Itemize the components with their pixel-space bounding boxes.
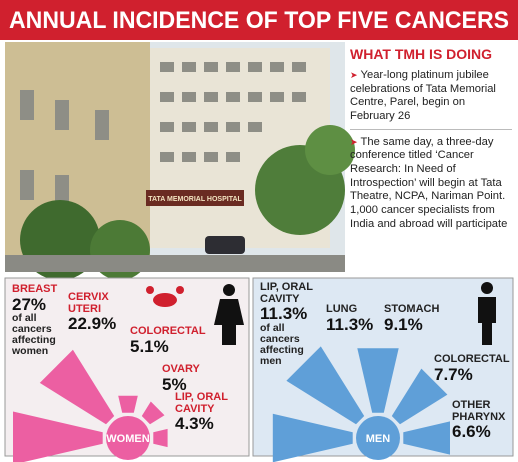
value-label: 5.1%	[130, 336, 169, 356]
ray	[13, 411, 103, 462]
title-banner	[0, 0, 518, 40]
note: of all cancers affecting women	[12, 312, 56, 358]
category-label: OTHER PHARYNX 6.6%	[452, 399, 512, 442]
value-label: 11.3%	[326, 314, 374, 334]
value-label: 7.7%	[434, 364, 473, 384]
category-label: CERVIX UTERI 22.9%	[68, 291, 128, 334]
ray	[272, 413, 353, 462]
category-name: LUNG	[326, 303, 358, 315]
center-disc	[106, 416, 150, 460]
sidebar-item: ➤ The same day, a three-day conference ti…	[350, 135, 508, 230]
category-label: COLORECTAL 7.7%	[434, 353, 514, 384]
category-name: CERVIX UTERI	[68, 291, 109, 315]
value-label: 22.9%	[68, 314, 117, 334]
value-label: 6.6%	[452, 422, 491, 442]
title: ANNUAL INCIDENCE OF TOP FIVE CANCERS	[9, 7, 509, 34]
category-name: LIP, ORAL CAVITY	[260, 281, 313, 305]
category-name: OVARY	[162, 363, 200, 375]
ray	[403, 421, 450, 455]
ray	[153, 428, 168, 448]
sidebar-heading: WHAT TMH IS DOING	[350, 46, 493, 62]
value-label: 11.3%	[260, 304, 308, 324]
category-label: BREAST 27% of all cancers affecting women	[12, 283, 72, 358]
photo-sign: TATA MEMORIAL HOSPITAL	[148, 196, 242, 203]
center-label: WOMEN	[106, 433, 149, 445]
category-label: LIP, ORAL CAVITY 4.3%	[175, 391, 250, 434]
center-disc	[356, 416, 400, 460]
category-name: BREAST	[12, 283, 58, 295]
ray	[141, 401, 165, 425]
sidebar: WHAT TMH IS DOING ➤ Year-long platinum ju…	[350, 46, 512, 242]
crab-icon	[146, 286, 184, 307]
category-name: OTHER PHARYNX	[452, 399, 506, 423]
value-label: 4.3%	[175, 414, 214, 434]
man-icon	[478, 282, 496, 345]
value-label: 9.1%	[384, 314, 423, 334]
value-label: 27%	[12, 294, 47, 314]
category-label: STOMACH 9.1%	[384, 303, 454, 334]
category-name: STOMACH	[384, 303, 440, 315]
sidebar-item: ➤ Year-long platinum jubilee celebrations…	[350, 69, 512, 130]
category-label: LIP, ORAL CAVITY 11.3% of all cancers affe…	[260, 281, 320, 367]
ray	[286, 346, 365, 425]
ray	[357, 348, 399, 413]
woman-icon	[214, 284, 244, 345]
note: of all cancers affecting men	[260, 321, 304, 367]
center-label: MEN	[366, 433, 391, 445]
category-label: OVARY 5%	[162, 363, 222, 394]
category-name: COLORECTAL	[434, 353, 510, 365]
ray	[118, 395, 138, 413]
ray	[39, 349, 115, 425]
sidebar-item-text: The same day, a three-day conference tit…	[350, 135, 508, 230]
category-label: LUNG 11.3%	[326, 303, 376, 334]
ray	[391, 368, 448, 425]
value-label: 5%	[162, 374, 187, 394]
sidebar-item-text: Year-long platinum jubilee celebrations …	[350, 69, 496, 123]
photo: TATA MEMORIAL HOSPITAL	[5, 42, 355, 280]
category-name: COLORECTAL	[130, 325, 206, 337]
category-name: LIP, ORAL CAVITY	[175, 391, 228, 415]
category-label: COLORECTAL 5.1%	[130, 325, 210, 356]
